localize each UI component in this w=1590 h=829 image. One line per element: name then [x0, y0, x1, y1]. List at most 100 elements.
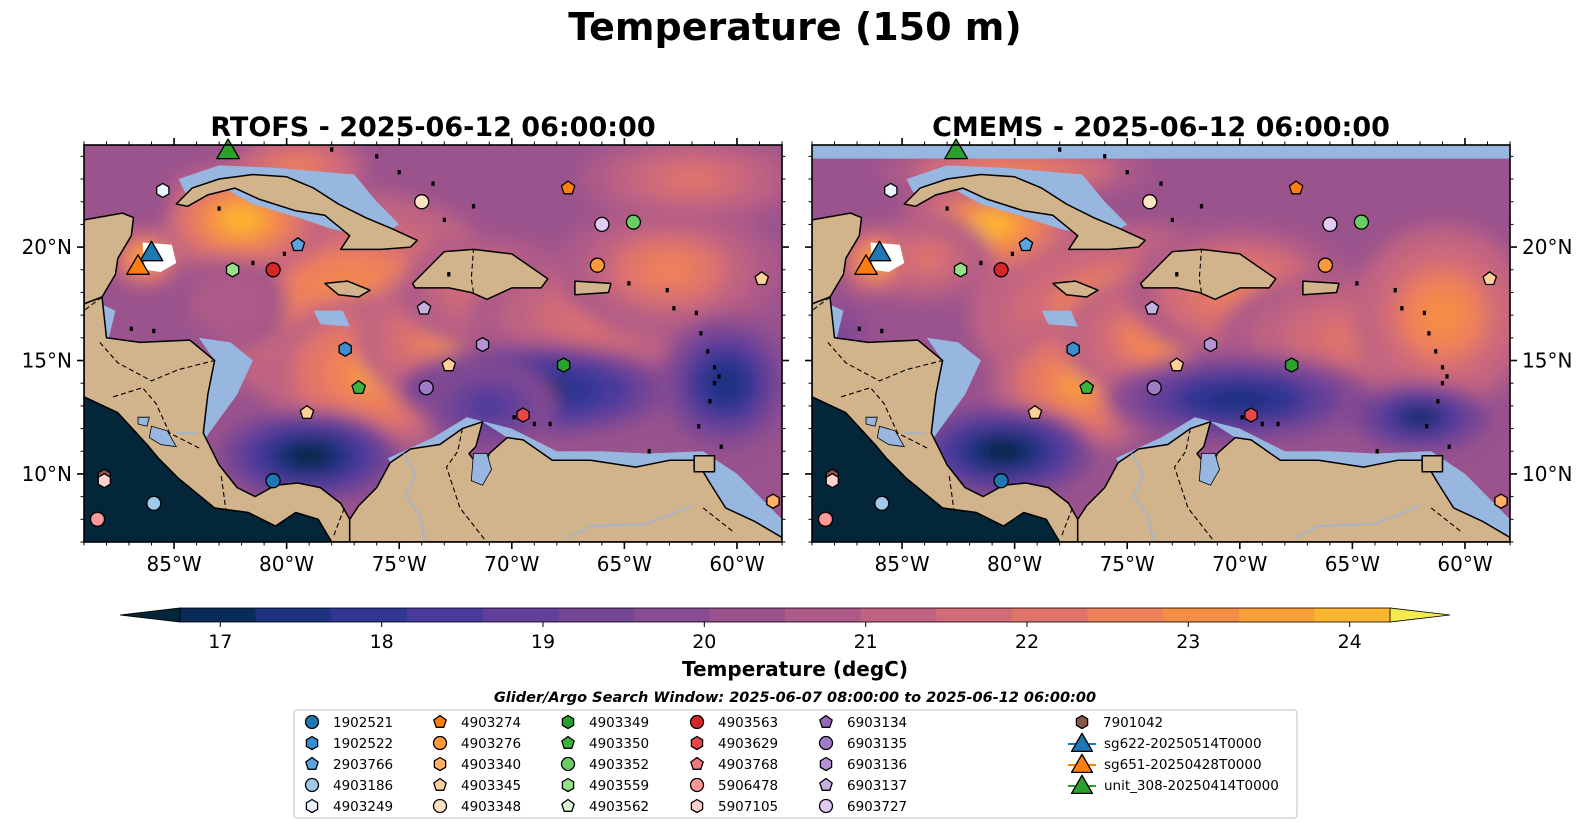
temperature-contour — [641, 252, 698, 287]
legend-item: 7901042 — [1075, 714, 1163, 731]
legend-marker — [305, 756, 319, 770]
land-jamaica — [324, 280, 371, 298]
platform-1902521 — [265, 473, 281, 489]
island — [532, 421, 536, 427]
legend-item: 4903352 — [560, 756, 649, 773]
island — [627, 281, 631, 286]
legend-item: 4903340 — [433, 756, 521, 773]
country-border — [113, 387, 202, 450]
island — [706, 349, 710, 354]
legend-marker — [305, 735, 319, 751]
legend-label: 4903274 — [461, 715, 521, 731]
glider-sg622-20250514T0000 — [139, 240, 164, 262]
island — [1393, 288, 1397, 293]
legend-item: 1902522 — [305, 735, 393, 752]
colorbar-segment — [936, 608, 1013, 622]
platform-4903186 — [874, 495, 890, 512]
platform-4903249 — [156, 182, 170, 199]
platform-4903345 — [1027, 405, 1043, 420]
legend-label: 1902521 — [333, 715, 393, 731]
legend-marker — [819, 714, 833, 728]
legend-marker — [561, 735, 575, 749]
island — [717, 374, 721, 379]
legend-marker — [1075, 714, 1089, 730]
platform-4903274 — [560, 180, 576, 195]
island — [1425, 424, 1429, 429]
lon-tick-label: 80°W — [259, 552, 314, 576]
lake-maracaibo — [470, 453, 492, 486]
lon-tick-label: 65°W — [597, 552, 652, 576]
platform-6903137 — [1144, 300, 1160, 315]
platform-4903352 — [1353, 214, 1370, 230]
platform-4903345 — [1482, 271, 1498, 286]
shallow-shelf — [812, 145, 1510, 159]
island — [152, 328, 156, 334]
platform-6903136 — [1203, 336, 1218, 353]
platform-6903135 — [1146, 380, 1162, 396]
colorbar-segment — [709, 608, 786, 622]
platform-6903137 — [416, 300, 432, 315]
platform-4903563 — [993, 262, 1009, 278]
land-cuba — [175, 173, 418, 251]
legend-marker — [305, 798, 319, 814]
legend-marker — [432, 798, 448, 814]
island — [1400, 306, 1404, 311]
map-panel-rtofs: 85°W 80°W 75°W 70°W 65°W 60°W 20°N 15°N 10°N — [22, 138, 789, 576]
legend-label: 4903249 — [333, 799, 393, 815]
land-central-america — [84, 296, 351, 542]
legend-label: 5907105 — [718, 799, 778, 815]
country-border — [333, 505, 346, 536]
legend-item: 5906478 — [689, 777, 778, 794]
legend-item: 4903350 — [561, 735, 649, 752]
colorbar-tick-label: 19 — [531, 631, 555, 653]
country-border — [812, 296, 831, 312]
island — [1276, 421, 1280, 427]
lon-tick-label: 80°W — [987, 552, 1042, 576]
legend-marker — [690, 756, 704, 770]
legend-marker — [819, 777, 833, 791]
country-border — [1198, 249, 1203, 293]
platform-4903276 — [589, 257, 606, 273]
island — [1434, 349, 1438, 354]
land-trinidad — [1421, 455, 1444, 473]
island — [1125, 170, 1129, 175]
lat-tick-label: 10°N — [1522, 462, 1572, 486]
legend-item: 4903249 — [305, 798, 393, 815]
colorbar-segment — [1087, 608, 1164, 622]
lat-tick-label: 15°N — [22, 349, 72, 373]
legend-marker — [304, 714, 320, 730]
lake-managua — [137, 416, 150, 427]
legend-marker — [818, 735, 834, 751]
island — [880, 328, 884, 334]
country-border — [220, 476, 227, 511]
legend-item: 6903134 — [819, 714, 907, 731]
colorbar-segment — [180, 608, 257, 622]
country-border — [827, 342, 943, 382]
land-trinidad — [693, 455, 716, 473]
platform-6903727 — [1322, 216, 1338, 233]
island — [1010, 251, 1014, 257]
glider-unit_308-20250414T0000 — [944, 138, 969, 160]
colorbar-tick-label: 21 — [854, 631, 878, 653]
platform-4903340 — [766, 493, 780, 509]
legend-label: 4903350 — [589, 736, 649, 752]
island — [708, 399, 712, 404]
temperature-contour — [1206, 387, 1274, 411]
platform-4903348 — [1142, 194, 1158, 210]
lon-tick-label: 75°W — [1100, 552, 1155, 576]
figure-title: Temperature (150 m) — [568, 5, 1021, 49]
legend-item: 4903768 — [690, 756, 778, 773]
colorbar-tick-label: 20 — [692, 631, 716, 653]
country-border — [445, 428, 486, 541]
country-border — [948, 476, 955, 511]
colorbar-segment — [860, 608, 937, 622]
legend-item: unit_308-20250414T0000 — [1068, 774, 1279, 795]
platform-markers — [817, 138, 1508, 527]
search-window-label: Glider/Argo Search Window: 2025-06-07 08… — [494, 690, 1096, 706]
island — [697, 424, 701, 429]
island — [548, 421, 552, 427]
land-jamaica — [1052, 280, 1099, 298]
glider-sg651-20250428T0000 — [126, 254, 150, 275]
lon-tick-label: 60°W — [709, 552, 764, 576]
colorbar-segment — [406, 608, 484, 622]
